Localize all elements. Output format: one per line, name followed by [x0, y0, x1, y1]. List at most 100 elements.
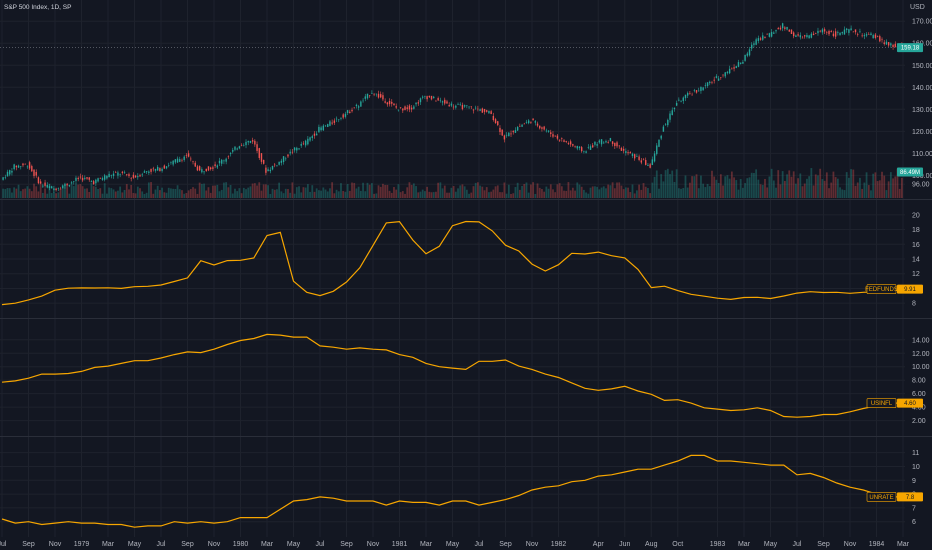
candle-body — [360, 101, 362, 107]
candle-body — [477, 108, 479, 110]
candle-body — [258, 148, 260, 158]
axis-tick-label: 10 — [912, 464, 920, 471]
series-line-fedfunds[interactable] — [1, 220, 904, 306]
candle-body — [823, 29, 826, 32]
volume-bar — [125, 184, 128, 198]
volume-bar — [490, 191, 493, 198]
volume-bar — [717, 182, 720, 198]
volume-bar — [580, 186, 583, 198]
candle-body — [770, 32, 773, 37]
volume-bar — [629, 192, 632, 198]
volume-bar — [8, 188, 11, 198]
candle-body — [313, 133, 316, 136]
volume-bar — [174, 188, 177, 198]
volume-bar — [757, 179, 760, 198]
candle-body — [79, 176, 82, 178]
candle-body — [293, 147, 296, 151]
candle-body — [216, 165, 219, 168]
candle-body — [408, 105, 411, 110]
volume-bar — [249, 186, 252, 198]
candle-body — [585, 151, 587, 153]
candle-body — [433, 96, 435, 99]
volume-bar — [165, 192, 168, 198]
axis-tick-label: 130.00 — [912, 107, 932, 114]
candle-body — [801, 37, 804, 39]
axis-tick-label: 20 — [912, 212, 920, 219]
candle-body — [75, 177, 77, 181]
volume-bar — [828, 188, 830, 198]
volume-bar — [772, 180, 775, 198]
candle-body — [123, 172, 126, 174]
candle-body — [474, 107, 477, 109]
volume-bar — [223, 182, 225, 198]
volume-bar — [733, 177, 735, 198]
candle-body — [505, 134, 508, 136]
candle-body — [137, 176, 139, 178]
time-tick-label: Nov — [49, 541, 62, 548]
candle-body — [660, 135, 662, 139]
candle-body — [815, 33, 817, 34]
candle-body — [781, 23, 784, 29]
volume-bar — [569, 190, 572, 198]
volume-bar — [492, 189, 495, 198]
volume-bar — [101, 193, 104, 198]
candle-body — [826, 31, 828, 33]
candle-body — [426, 96, 428, 100]
volume-bar — [150, 182, 152, 198]
candle-body — [150, 168, 152, 172]
candle-body — [351, 109, 353, 112]
candle-body — [455, 105, 457, 108]
candle-body — [397, 109, 400, 111]
price-candles — [2, 22, 903, 193]
volume-bar — [830, 182, 833, 198]
candle-body — [262, 159, 265, 164]
time-tick-label: Mar — [420, 541, 433, 548]
time-tick-label: May — [128, 541, 142, 548]
candle-body — [421, 96, 424, 98]
volume-bar — [686, 187, 689, 198]
volume-bar — [205, 190, 208, 198]
candle-body — [879, 36, 881, 42]
candle-body — [569, 141, 572, 145]
pane-separators — [0, 199, 932, 437]
volume-bar — [220, 189, 223, 198]
volume-bar — [651, 182, 654, 198]
volume-bar — [770, 168, 773, 198]
candle-body — [865, 34, 868, 36]
volume-bar — [470, 192, 473, 198]
volume-bar — [50, 193, 53, 198]
series-line-unrate[interactable] — [1, 454, 903, 528]
candle-body — [267, 169, 269, 172]
candle-body — [483, 108, 486, 112]
candle-body — [163, 165, 166, 169]
currency-label: USD — [910, 4, 925, 11]
volume-bar — [870, 190, 872, 198]
chart-title: S&P 500 Index, 1D, SP — [4, 4, 71, 11]
last-value-tags: 159.18 86.49M FEDFUNDS 9.91 USINFL 4.60 UNRATE… — [0, 43, 923, 502]
volume-bar — [187, 190, 190, 198]
last-value-box — [897, 167, 923, 177]
volume-bar — [278, 182, 281, 198]
volume-bar — [543, 191, 546, 198]
candle-body — [342, 114, 344, 118]
volume-bar — [565, 190, 568, 198]
axis-tick-label: 96.00 — [912, 182, 930, 189]
volume-bar — [143, 193, 146, 198]
volume-bar — [306, 184, 309, 198]
candle-body — [695, 90, 698, 93]
volume-bar — [395, 189, 398, 198]
candle-body — [346, 110, 349, 114]
time-axis[interactable]: Jul Sep Nov 1979 Mar May Jul Sep Nov 1980 Mar May Ju… — [0, 541, 910, 548]
series-line-usinfl[interactable] — [1, 333, 903, 418]
time-tick-label: May — [764, 541, 778, 548]
candle-body — [594, 141, 596, 145]
time-tick-label: Jul — [793, 541, 802, 548]
candle-body — [819, 30, 821, 32]
candle-body — [115, 172, 117, 173]
axis-tick-label: 8 — [912, 301, 916, 308]
candle-body — [315, 133, 318, 136]
volume-bar — [311, 185, 314, 198]
candle-body — [245, 141, 247, 146]
candle-body — [486, 110, 488, 112]
